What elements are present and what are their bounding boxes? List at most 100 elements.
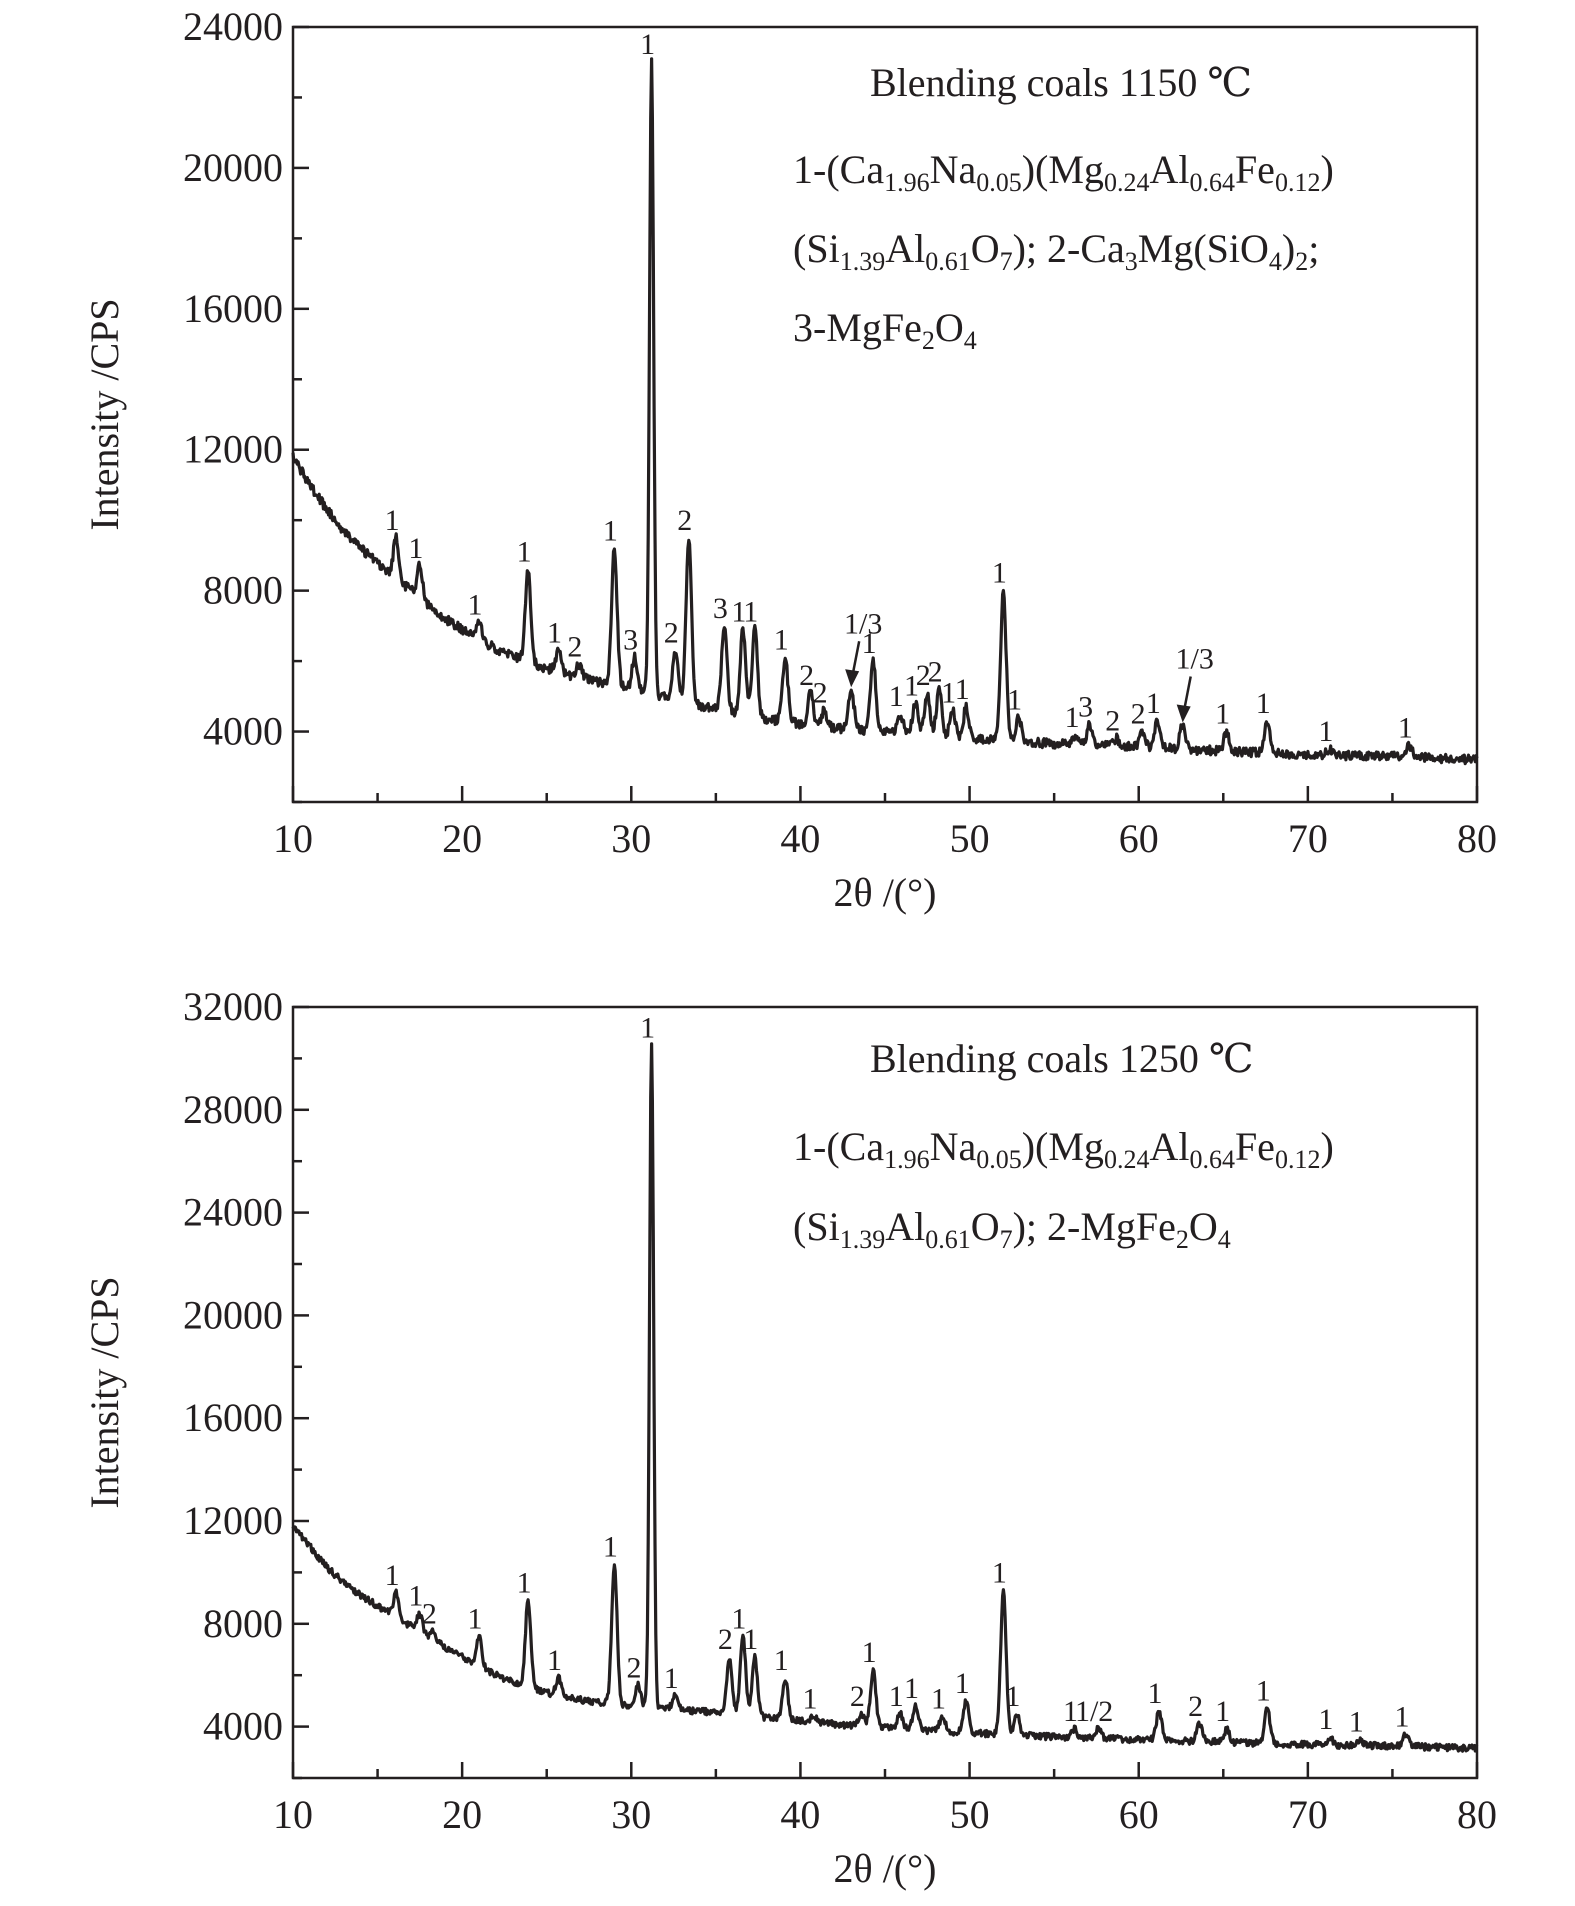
legend-subscript: 1.96 [884,168,930,197]
peak-label: 1 [904,1672,919,1705]
legend-subscript: 2 [922,326,935,355]
legend-subscript: 3 [1125,247,1138,276]
y-tick-label: 8000 [203,568,283,613]
peak-label: 1 [889,1680,904,1713]
x-tick-label: 60 [1119,1792,1159,1837]
peak-label: 1 [468,588,483,621]
x-tick-label: 10 [273,1792,313,1837]
y-tick-label: 20000 [183,1292,283,1337]
peak-label: 1 [603,1531,618,1564]
x-tick-label: 40 [780,816,820,861]
phase-legend-line: 1-(Ca1.96Na0.05)(Mg0.24Al0.64Fe0.12) [793,1124,1334,1174]
x-tick-label: 20 [442,816,482,861]
legend-subscript: 0.12 [1275,1145,1321,1174]
peak-label: 1 [1349,1705,1364,1738]
legend-text-run: 1-(Ca [793,147,884,192]
legend-subscript: 0.05 [976,1145,1022,1174]
peak-label: 1 [955,673,970,706]
peak-label: 1 [1063,1695,1078,1728]
legend-subscript: 0.24 [1104,1145,1150,1174]
legend-subscript: 1.39 [840,1225,886,1254]
legend-text-run: Fe [1235,147,1275,192]
legend-text-run: Mg(SiO [1138,226,1269,271]
y-tick-label: 12000 [183,427,283,472]
peak-label: 1 [640,1012,655,1045]
peak-label: 1 [408,1580,423,1613]
legend-subscript: 0.64 [1189,1145,1235,1174]
peak-label: 1 [1215,698,1230,731]
peak-label: 1 [1065,701,1080,734]
peak-label: 1 [941,676,956,709]
peak-label: 1 [1394,1700,1409,1733]
x-tick-label: 60 [1119,816,1159,861]
peak-label: 2 [718,1623,733,1656]
peak-label: 1 [640,28,655,61]
phase-legend-line: (Si1.39Al0.61O7); 2-Ca3Mg(SiO4)2; [793,226,1319,276]
peak-label: 2 [627,1651,642,1684]
peak-label: 2 [850,1680,865,1713]
peak-label: 1 [547,617,562,650]
peak-label: 1 [385,1559,400,1592]
x-tick-label: 70 [1288,816,1328,861]
peak-label: 2 [567,631,582,664]
peak-label: 1 [862,1636,877,1669]
legend-text-run: (Si [793,1204,840,1249]
legend-subscript: 0.12 [1275,168,1321,197]
peak-label: 3 [713,592,728,625]
peak-label: 2 [1105,705,1120,738]
y-tick-label: 28000 [183,1087,283,1132]
y-tick-label: 4000 [203,709,283,754]
legend-subscript: 0.64 [1189,168,1235,197]
legend-subscript: 7 [1000,247,1013,276]
legend-text-run: )(Mg [1022,147,1104,192]
legend-text-run: ); 2-Ca [1013,226,1125,271]
y-tick-label: 24000 [183,4,283,49]
peak-label: 2 [1131,698,1146,731]
peak-label: 1 [1398,712,1413,745]
peak-label: 1 [468,1603,483,1636]
peak-label: 1 [547,1644,562,1677]
legend-subscript: 2 [1176,1225,1189,1254]
y-tick-label: 8000 [203,1601,283,1646]
peak-label: 1 [1007,683,1022,716]
peak-label: 1 [931,1682,946,1715]
peak-label: 1 [862,627,877,660]
legend-subscript: 4 [1269,247,1282,276]
legend-text-run: )(Mg [1022,1124,1104,1169]
x-tick-label: 30 [611,1792,651,1837]
peak-label: 2 [799,659,814,692]
peak-label: 1 [992,557,1007,590]
legend-text-run: Na [930,147,977,192]
peak-label: 2 [928,655,943,688]
peak-label: 1 [1005,1680,1020,1713]
peak-label: 1 [664,1662,679,1695]
peak-label: 2 [1188,1690,1203,1723]
peak-label: 2 [422,1598,437,1631]
phase-legend-line: 1-(Ca1.96Na0.05)(Mg0.24Al0.64Fe0.12) [793,147,1334,197]
x-tick-label: 50 [950,1792,990,1837]
legend-text-run: Al [1149,1124,1189,1169]
peak-label: 2 [916,659,931,692]
legend-text-run: 3-MgFe [793,305,922,350]
x-tick-label: 80 [1457,816,1497,861]
peak-label: 1 [731,595,746,628]
legend-text-run: Al [885,226,925,271]
legend-text-run: O [971,226,1000,271]
peak-label: 1 [1256,1675,1271,1708]
x-tick-label: 70 [1288,1792,1328,1837]
legend-subscript: 1.39 [840,247,886,276]
peak-label: 1 [743,1623,758,1656]
peak-label: 1 [517,1567,532,1600]
legend-text-run: ); 2-MgFe [1013,1204,1176,1249]
plot-frame [291,25,1479,804]
x-tick-label: 80 [1457,1792,1497,1837]
peak-label: 2 [677,504,692,537]
phase-legend-line: 3-MgFe2O4 [793,305,977,355]
y-tick-label: 16000 [183,286,283,331]
legend-subscript: 0.05 [976,168,1022,197]
peak-label: 3 [623,624,638,657]
y-tick-label: 32000 [183,984,283,1029]
legend-subscript: 1.96 [884,1145,930,1174]
peak-label: 1 [603,514,618,547]
